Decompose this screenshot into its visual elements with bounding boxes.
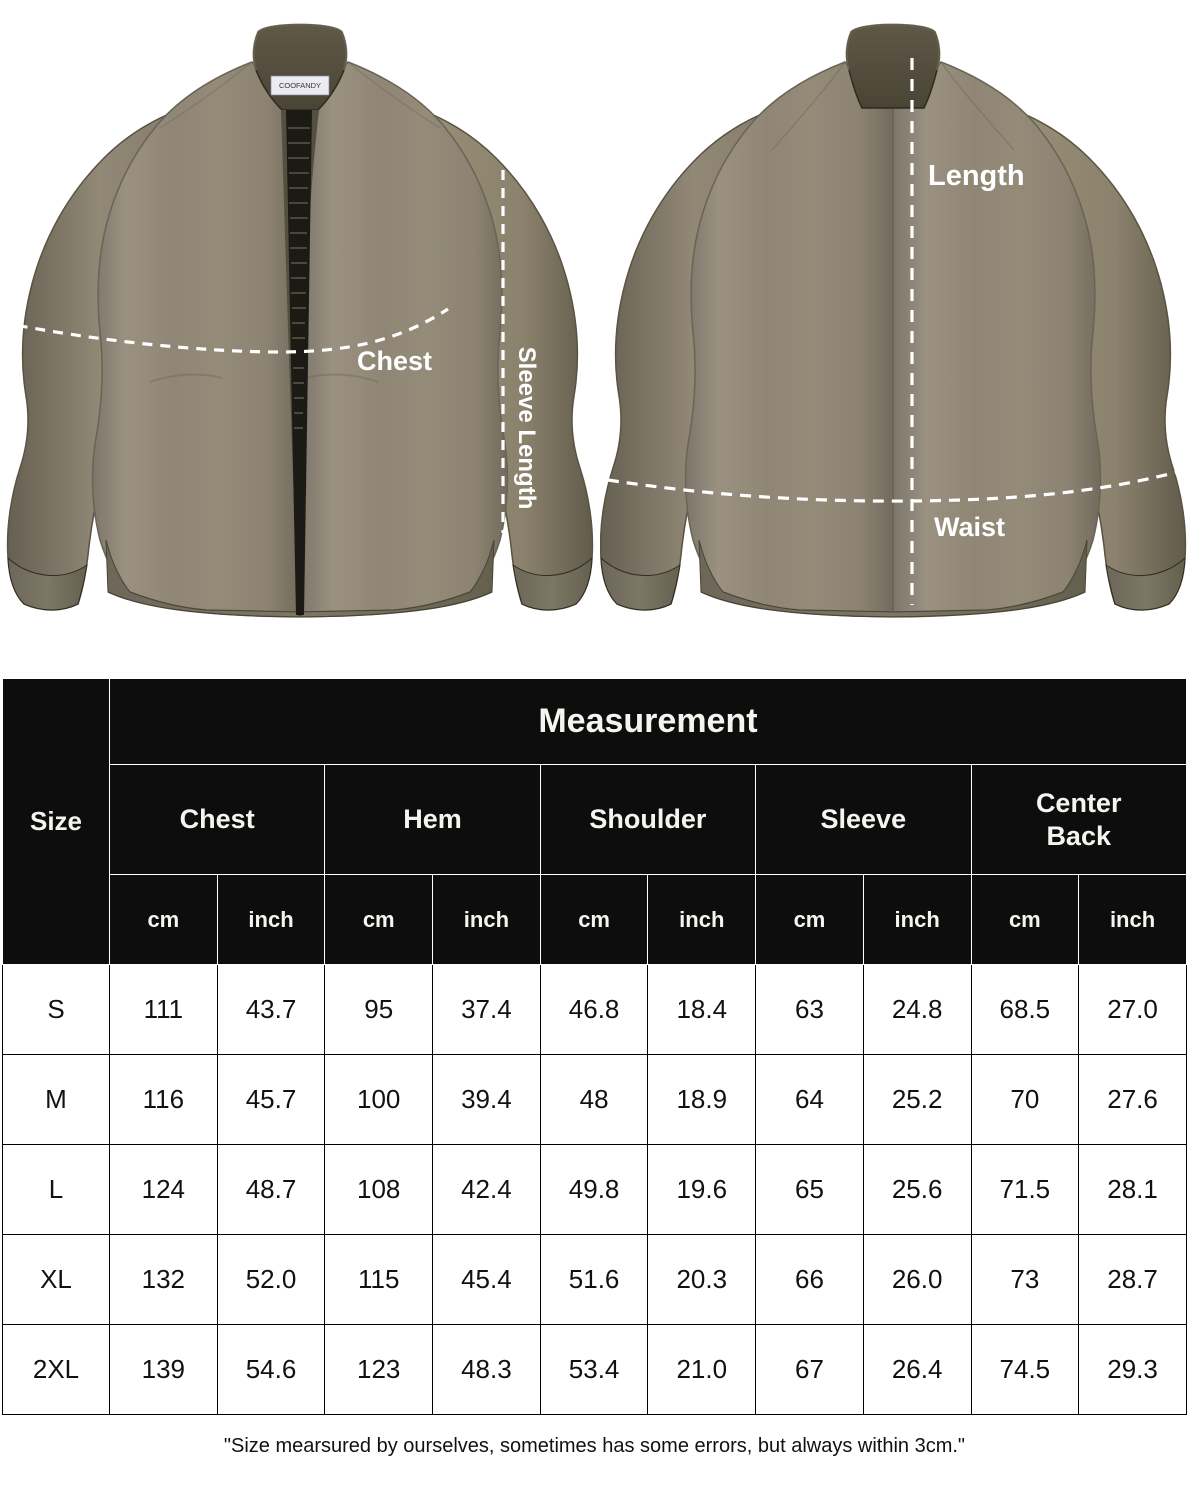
svg-text:Chest: Chest bbox=[357, 346, 432, 376]
svg-text:Length: Length bbox=[928, 160, 1025, 192]
svg-text:Waist: Waist bbox=[934, 512, 1005, 542]
svg-text:COOFANDY: COOFANDY bbox=[279, 81, 321, 90]
svg-text:Sleeve Length: Sleeve Length bbox=[513, 347, 540, 510]
